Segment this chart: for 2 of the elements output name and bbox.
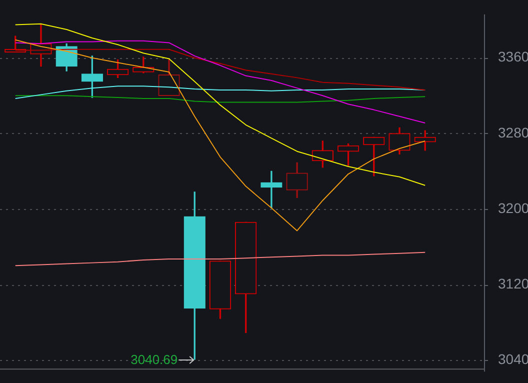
annotation: 3040.69 — [130, 352, 178, 368]
candlestick — [260, 170, 282, 208]
